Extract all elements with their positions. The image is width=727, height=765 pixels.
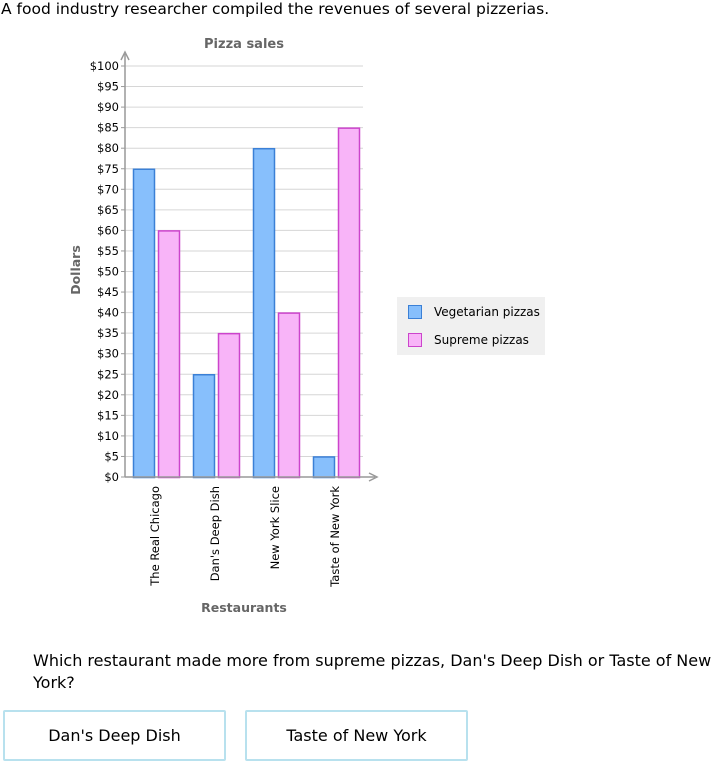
- y-tick-label: $35: [97, 326, 119, 340]
- x-axis-arrow: [368, 472, 379, 482]
- bar-supreme: [217, 332, 241, 479]
- y-tick-label: $100: [90, 59, 119, 73]
- bar-vegetarian: [252, 147, 276, 479]
- legend-label: Supreme pizzas: [434, 333, 529, 347]
- bar-supreme: [157, 230, 181, 479]
- pizza-sales-chart: Pizza sales $0 $5 $10 $15 $20 $25 $30 $35 $40 $45 $…: [68, 37, 545, 615]
- y-tick-label: $45: [97, 285, 119, 299]
- y-axis-title: Dollars: [68, 245, 83, 295]
- y-tick-label: $95: [97, 80, 119, 94]
- y-tick-label: $60: [97, 223, 119, 237]
- bar-supreme: [277, 312, 301, 479]
- y-tick-label: $65: [97, 203, 119, 217]
- y-tick-label: $0: [104, 470, 119, 484]
- bar-vegetarian: [192, 374, 216, 479]
- legend-label: Vegetarian pizzas: [434, 305, 540, 319]
- y-tick-label: $5: [104, 449, 119, 463]
- y-tick-label: $55: [97, 244, 119, 258]
- y-tick-label: $50: [97, 265, 119, 279]
- y-tick-label: $30: [97, 347, 119, 361]
- y-tick-label: $90: [97, 100, 119, 114]
- y-tick-label: $70: [97, 182, 119, 196]
- y-tick-label: $10: [97, 429, 119, 443]
- y-tick-label: $20: [97, 388, 119, 402]
- x-axis-title: Restaurants: [201, 600, 287, 615]
- legend-swatch-supreme: [408, 333, 422, 347]
- y-tick-label: $80: [97, 141, 119, 155]
- chart-title: Pizza sales: [204, 37, 284, 52]
- x-category-label: The Real Chicago: [148, 486, 162, 587]
- x-category-label: Taste of New York: [328, 486, 342, 588]
- bar-vegetarian: [312, 456, 336, 479]
- y-tick-label: $75: [97, 162, 119, 176]
- bar-vegetarian: [132, 168, 156, 479]
- y-tick-label: $15: [97, 408, 119, 422]
- answer-button-taste-of-new-york[interactable]: Taste of New York: [245, 710, 468, 761]
- legend-swatch-vegetarian: [408, 305, 422, 319]
- x-category-label: New York Slice: [268, 486, 282, 569]
- y-tick-label: $40: [97, 306, 119, 320]
- bar-supreme: [337, 127, 361, 479]
- y-axis-arrow: [120, 50, 130, 61]
- question-text: Which restaurant made more from supreme …: [33, 651, 712, 692]
- answer-button-dans-deep-dish[interactable]: Dan's Deep Dish: [3, 710, 226, 761]
- y-tick-label: $25: [97, 367, 119, 381]
- intro-text: A food industry researcher compiled the …: [1, 0, 550, 18]
- x-category-label: Dan's Deep Dish: [208, 486, 222, 581]
- y-tick-label: $85: [97, 121, 119, 135]
